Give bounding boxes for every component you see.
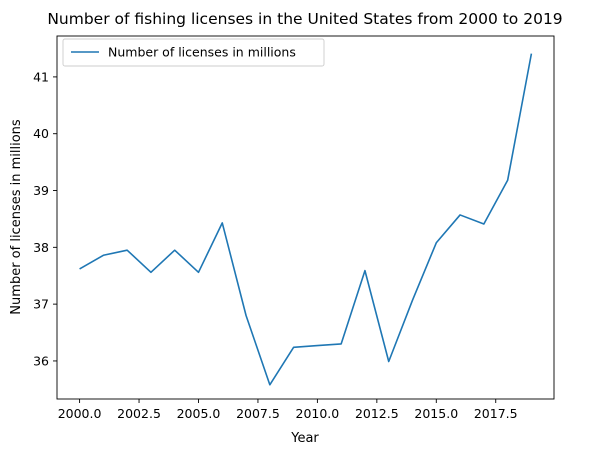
legend-label-licenses: Number of licenses in millions — [108, 45, 296, 60]
x-tick-label: 2005.0 — [177, 406, 221, 421]
x-tick-label: 2017.5 — [474, 406, 518, 421]
x-tick-label: 2000.0 — [58, 406, 102, 421]
x-tick-label: 2007.5 — [236, 406, 280, 421]
y-tick-label: 38 — [33, 240, 49, 255]
y-tick-label: 39 — [33, 183, 49, 198]
x-tick-label: 2002.5 — [117, 406, 161, 421]
y-tick-label: 37 — [33, 297, 49, 312]
legend: Number of licenses in millions — [62, 38, 325, 67]
y-tick-label: 41 — [33, 69, 49, 84]
chart-title: Number of fishing licenses in the United… — [47, 10, 562, 28]
x-tick-label: 2012.5 — [355, 406, 399, 421]
y-tick-label: 36 — [33, 353, 49, 368]
y-axis-ticks: 36 37 38 39 40 41 — [33, 69, 57, 368]
plot-frame — [56, 35, 555, 400]
x-axis-ticks: 2000.0 2002.5 2005.0 2007.5 2010.0 2012.5 2015… — [58, 399, 518, 421]
y-axis-label: Number of licenses in millions — [9, 119, 24, 315]
x-tick-label: 2010.0 — [296, 406, 340, 421]
plot-area — [57, 36, 554, 399]
legend-box — [62, 38, 325, 67]
series-line-licenses — [79, 53, 533, 386]
x-axis-label: Year — [290, 431, 319, 446]
y-tick-label: 40 — [33, 126, 49, 141]
x-tick-label: 2015.0 — [414, 406, 458, 421]
